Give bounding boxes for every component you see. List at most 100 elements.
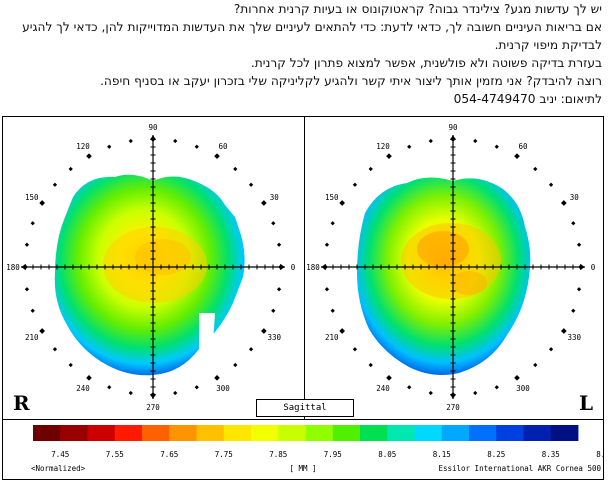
scale-swatch — [360, 425, 388, 441]
right-eye-angle-label-150: 150 — [25, 193, 39, 202]
left-eye-degree-dot — [368, 166, 373, 172]
left-eye-angle-label-270: 270 — [446, 403, 460, 412]
post-line-5: רוצה להיבדק? אני מזמין אותך ליצור איתי ק… — [100, 74, 602, 88]
scale-swatch — [496, 425, 524, 441]
scale-swatch — [142, 425, 170, 441]
scale-value: 7.75 — [215, 450, 233, 459]
left-eye-degree-dot — [386, 153, 392, 159]
left-eye-degree-dot — [578, 264, 584, 270]
scale-value: 7.45 — [51, 450, 69, 459]
map-divider — [304, 117, 305, 419]
right-eye-degree-dot — [150, 392, 156, 398]
left-eye-degree-dot — [533, 362, 538, 368]
scale-values: 7.45 7.55 7.65 7.75 7.85 7.95 8.05 8.15 8.25 8.35… — [51, 450, 603, 459]
right-eye-angle-label-300: 300 — [216, 384, 230, 393]
left-eye-degree-dot — [322, 264, 328, 270]
left-eye-degree-dot — [386, 375, 392, 381]
scale-value: 8.45 — [596, 450, 603, 459]
topography-image: 90 60 30 0 330 300 270 240 210 180 150 120 90 60 30 0 3… — [2, 116, 604, 480]
scale-swatch — [196, 425, 225, 441]
left-eye-degree-dot — [576, 242, 582, 247]
left-eye-degree-dot — [339, 328, 345, 334]
post-line-2: אם בריאות העיניים חשובה לך, כדאי לדעת: כ… — [22, 20, 602, 34]
right-eye-notch — [199, 313, 215, 351]
left-eye-angle-label-0: 0 — [591, 263, 596, 272]
left-eye-angle-label-90: 90 — [448, 123, 458, 132]
left-eye-inferior-zone — [451, 271, 487, 295]
right-eye-angle-label-270: 270 — [146, 403, 160, 412]
scale-swatch — [305, 425, 334, 441]
left-eye-angle-label-300: 300 — [516, 384, 530, 393]
right-eye-angle-label-30: 30 — [270, 193, 280, 202]
left-eye-degree-dot — [450, 392, 456, 398]
right-eye-degree-dot — [128, 390, 133, 396]
right-eye-letter: R — [13, 391, 30, 415]
right-eye-degree-dot — [248, 347, 254, 352]
left-eye-angle-label-120: 120 — [376, 142, 390, 151]
scale-swatch — [60, 425, 88, 441]
right-eye-degree-dot — [39, 328, 45, 334]
scale-value: 8.25 — [487, 450, 505, 459]
scale-swatch — [523, 425, 552, 441]
left-eye-degree-dot — [494, 144, 499, 149]
right-eye-degree-dot — [261, 328, 267, 334]
left-eye-angle-label-210: 210 — [325, 333, 339, 342]
right-eye-degree-dot — [271, 221, 276, 226]
left-eye-steep-zone — [417, 231, 469, 267]
right-eye-degree-dot — [52, 347, 58, 352]
left-eye-degree-dot — [407, 144, 412, 149]
scale-value: 7.95 — [324, 450, 342, 459]
left-eye-degree-dot — [330, 221, 335, 226]
right-eye-degree-dot — [276, 242, 282, 247]
left-eye-degree-dot — [571, 221, 576, 226]
left-eye-degree-dot — [548, 347, 554, 352]
right-eye-degree-dot — [24, 242, 30, 247]
scale-swatch — [278, 425, 306, 441]
post-line-6: לתיאום: יניב 054-4749470 — [453, 92, 602, 106]
scale-swatch — [223, 425, 252, 441]
scale-value: 7.85 — [269, 450, 287, 459]
right-eye-map — [54, 174, 245, 376]
right-eye-degree-dot — [271, 308, 276, 313]
right-eye-degree-dot — [128, 138, 133, 144]
left-eye-degree-dot — [514, 375, 520, 381]
right-eye-angle-label-330: 330 — [267, 333, 281, 342]
scale-swatch — [414, 425, 443, 441]
scale-swatch — [33, 425, 61, 441]
left-eye-map — [357, 177, 531, 375]
scale-swatch — [550, 425, 579, 441]
right-eye-degree-dot — [278, 264, 284, 270]
right-eye-degree-dot — [68, 362, 73, 368]
left-eye-degree-dot — [514, 153, 520, 159]
right-eye-degree-dot — [261, 200, 267, 206]
right-eye-degree-dot — [22, 264, 28, 270]
scale-value: 7.55 — [106, 450, 124, 459]
post-text: יש לך עדשות מגע? צילינדר גבוה? קראטוקונו… — [0, 0, 606, 112]
device-label: Essilor International AKR Cornea 500 — [438, 464, 601, 473]
scale-swatch — [387, 425, 415, 441]
post-line-4: בעזרת בדיקה פשוטה ולא פולשנית, אפשר למצו… — [250, 56, 602, 70]
scale-value: 8.05 — [378, 450, 396, 459]
right-eye-degree-dot — [214, 375, 220, 381]
left-eye-degree-dot — [330, 308, 335, 313]
left-eye-degree-dot — [324, 287, 330, 292]
left-eye-degree-dot — [450, 136, 456, 142]
left-eye-degree-dot — [339, 200, 345, 206]
left-eye-degree-dot — [576, 287, 582, 292]
left-eye-degree-dot — [561, 328, 567, 334]
left-eye-degree-dot — [561, 200, 567, 206]
right-eye-steep-zone — [135, 239, 191, 275]
right-eye-degree-dot — [86, 153, 92, 159]
left-eye-angle-label-150: 150 — [325, 193, 339, 202]
post-line-3: לבדיקת מיפוי קרנית. — [494, 38, 602, 52]
left-eye-degree-dot — [352, 347, 358, 352]
right-eye-degree-dot — [24, 287, 30, 292]
scale-swatch — [441, 425, 470, 441]
right-eye-degree-dot — [68, 166, 73, 172]
right-eye-angle-label-180: 180 — [6, 263, 20, 272]
left-eye-degree-dot — [368, 362, 373, 368]
right-eye-degree-dot — [150, 136, 156, 142]
right-eye-degree-dot — [30, 308, 35, 313]
right-eye-angle-label-120: 120 — [76, 142, 90, 151]
